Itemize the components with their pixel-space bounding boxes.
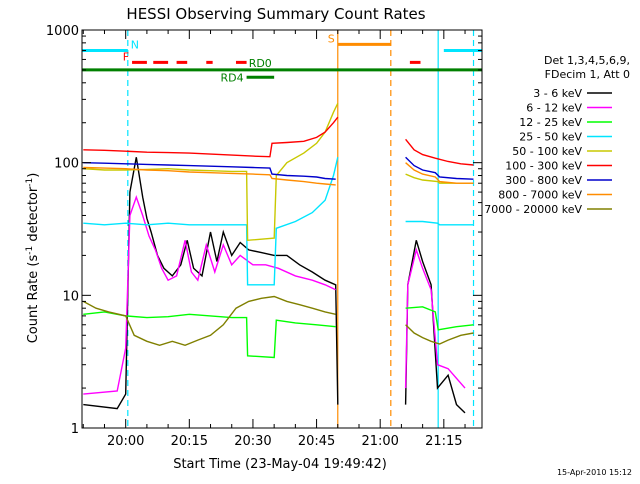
series-line: [404, 240, 466, 414]
y-axis-label-sup1: -1: [25, 246, 35, 255]
x-tick-label: 20:15: [171, 434, 208, 449]
series-line: [83, 116, 339, 158]
y-tick-label: 1000: [46, 24, 79, 39]
flag-label: N: [131, 39, 139, 52]
series-line: [404, 247, 466, 389]
legend-entry-label: 25 - 50 keV: [519, 131, 582, 144]
legend-header-line-1: Det 1,3,4,5,6,9,: [544, 54, 630, 67]
date-stamp: 15-Apr-2010 15:12: [557, 468, 632, 477]
legend-entry-label: 100 - 300 keV: [505, 160, 582, 173]
plot-frame: [81, 29, 483, 429]
legend-entry-label: 300 - 800 keV: [505, 174, 582, 187]
series-line: [83, 157, 339, 286]
series-line: [83, 194, 336, 395]
legend-entry-label: 12 - 25 keV: [519, 116, 582, 129]
y-axis-label-mid: detector: [26, 186, 41, 246]
chart-title: HESSI Observing Summary Count Rates: [126, 5, 425, 23]
y-axis-label-sup2: -1: [25, 178, 35, 187]
flag-label: S: [328, 32, 335, 45]
y-tick-label: 1: [71, 422, 79, 437]
legend: Det 1,3,4,5,6,9, FDecim 1, Att 0 3 - 6 k…: [484, 54, 630, 216]
x-axis-label: Start Time (23-May-04 19:49:42): [173, 457, 387, 472]
x-tick-label: 20:45: [298, 434, 335, 449]
legend-entry-label: 6 - 12 keV: [526, 102, 582, 115]
y-axis-label-main: Count Rate (s: [26, 255, 41, 344]
flag-label: RD4: [220, 71, 243, 84]
series-line: [405, 156, 474, 180]
y-tick-label: 10: [62, 289, 79, 304]
series-line: [405, 306, 474, 331]
legend-header-line-2: FDecim 1, Att 0: [545, 68, 630, 81]
legend-entry-label: 7000 - 20000 keV: [484, 203, 582, 216]
x-tick-label: 20:30: [234, 434, 271, 449]
y-axis-label: Count Rate (s-1 detector-1): [25, 173, 41, 344]
plot-area: NF S RD0 RD4: [82, 30, 482, 428]
y-tick-label: 100: [54, 157, 79, 172]
series-line: [405, 220, 474, 226]
legend-entry-label: 800 - 7000 keV: [498, 189, 582, 202]
legend-entry-label: 50 - 100 keV: [512, 145, 582, 158]
series-line: [83, 311, 336, 359]
series-line: [83, 162, 336, 180]
x-tick-label: 21:15: [425, 434, 462, 449]
y-axis-label-tail: ): [26, 173, 41, 178]
flag-label: RD0: [249, 57, 272, 70]
legend-entry-label: 3 - 6 keV: [533, 87, 582, 100]
series-line: [405, 324, 474, 345]
series-line: [405, 138, 474, 166]
axes: 1 10 100 1000 20:00 20:15 20:30 20:45 21:00 21:15: [46, 24, 483, 449]
x-tick-label: 20:00: [107, 434, 144, 449]
series-line: [82, 295, 336, 347]
flag-label: F: [123, 50, 129, 63]
series-line: [405, 162, 474, 184]
x-tick-label: 21:00: [361, 434, 398, 449]
series-line: [83, 166, 336, 186]
series-line: [83, 157, 339, 410]
